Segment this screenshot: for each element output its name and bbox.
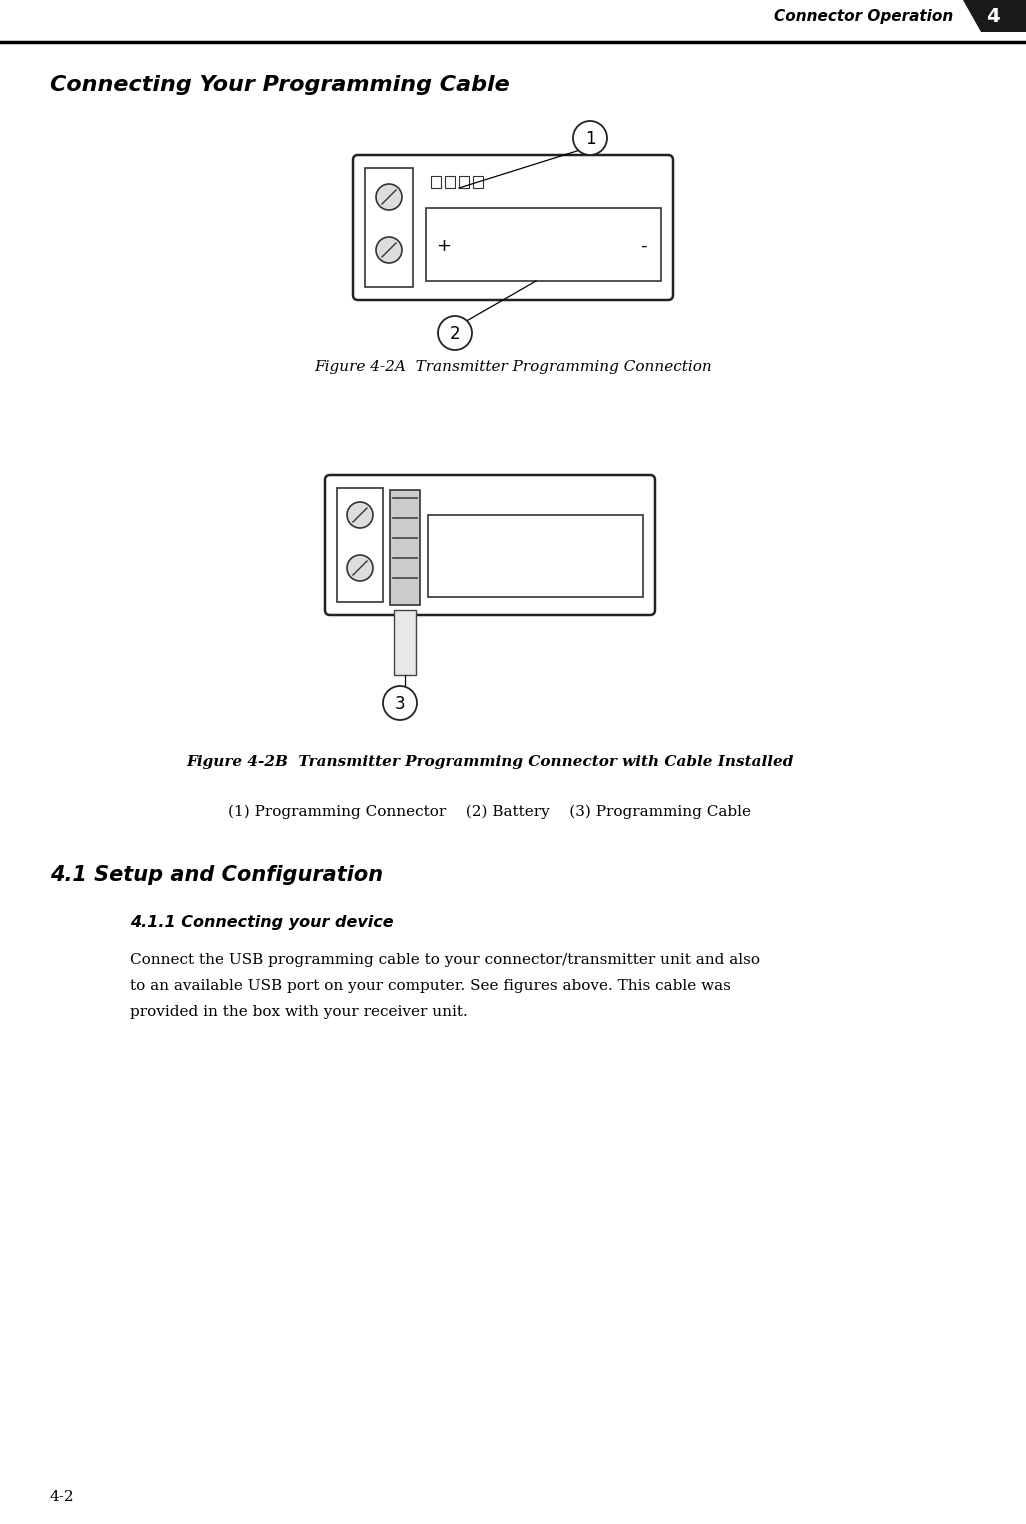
- Text: Connecting Your Programming Cable: Connecting Your Programming Cable: [50, 75, 510, 94]
- FancyBboxPatch shape: [353, 155, 673, 300]
- Text: 4: 4: [986, 6, 999, 26]
- Text: Figure 4-2A  Transmitter Programming Connection: Figure 4-2A Transmitter Programming Conn…: [314, 360, 712, 373]
- Text: Figure 4-2B  Transmitter Programming Connector with Cable Installed: Figure 4-2B Transmitter Programming Conn…: [187, 754, 794, 770]
- Circle shape: [383, 686, 417, 719]
- Circle shape: [347, 501, 373, 527]
- Bar: [337, 488, 383, 602]
- Bar: [445, 175, 455, 187]
- Bar: [426, 207, 661, 280]
- Text: 3: 3: [395, 695, 405, 713]
- Text: -: -: [640, 238, 646, 255]
- Text: 4-2: 4-2: [50, 1490, 75, 1504]
- Bar: [394, 610, 416, 675]
- Text: 4.1.1 Connecting your device: 4.1.1 Connecting your device: [130, 914, 394, 930]
- Text: 1: 1: [585, 130, 595, 148]
- Text: provided in the box with your receiver unit.: provided in the box with your receiver u…: [130, 1004, 468, 1020]
- Text: +: +: [436, 238, 451, 255]
- Bar: [390, 491, 420, 605]
- Bar: [459, 175, 469, 187]
- Circle shape: [573, 120, 607, 155]
- Circle shape: [376, 238, 402, 264]
- Bar: [431, 175, 441, 187]
- Bar: [365, 168, 413, 287]
- Bar: [473, 175, 483, 187]
- Circle shape: [438, 315, 472, 351]
- Text: (1) Programming Connector    (2) Battery    (3) Programming Cable: (1) Programming Connector (2) Battery (3…: [229, 805, 751, 820]
- Circle shape: [376, 184, 402, 210]
- Circle shape: [347, 555, 373, 581]
- Text: 4.1 Setup and Configuration: 4.1 Setup and Configuration: [50, 866, 383, 885]
- Text: to an available USB port on your computer. See figures above. This cable was: to an available USB port on your compute…: [130, 978, 731, 994]
- Text: 2: 2: [449, 325, 461, 343]
- FancyBboxPatch shape: [325, 475, 655, 616]
- Text: Connect the USB programming cable to your connector/transmitter unit and also: Connect the USB programming cable to you…: [130, 952, 760, 968]
- Text: Connector Operation: Connector Operation: [774, 9, 953, 23]
- Bar: [428, 515, 643, 597]
- Polygon shape: [963, 0, 1026, 32]
